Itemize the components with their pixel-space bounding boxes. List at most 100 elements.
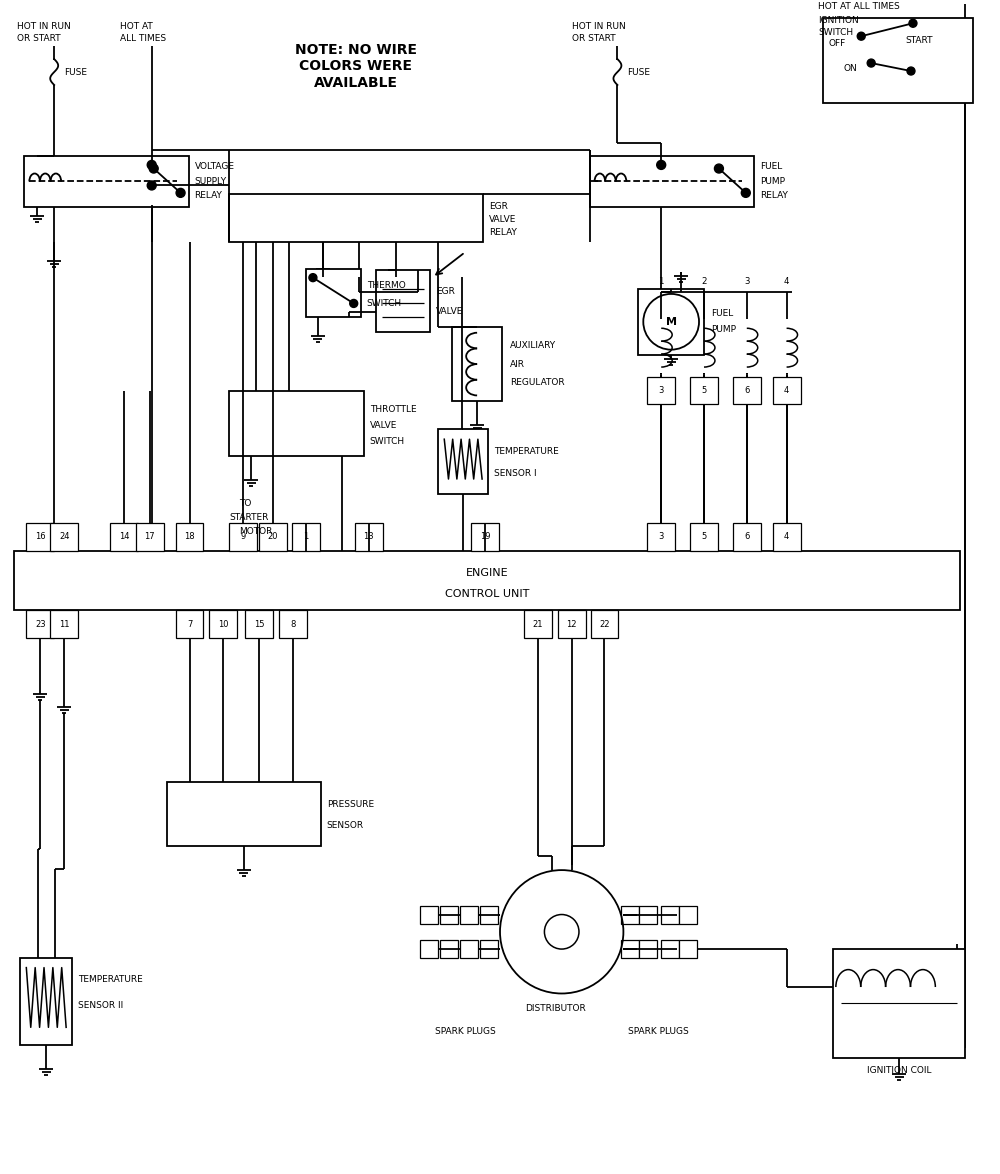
Text: HOT IN RUN: HOT IN RUN xyxy=(572,22,625,31)
Text: 12: 12 xyxy=(566,620,577,629)
Bar xyxy=(638,289,704,355)
Text: 13: 13 xyxy=(363,532,374,541)
Text: OR START: OR START xyxy=(572,34,615,42)
Bar xyxy=(558,610,586,639)
Text: VALVE: VALVE xyxy=(370,420,397,430)
Text: IGNITION: IGNITION xyxy=(818,15,859,25)
Bar xyxy=(420,906,438,924)
Text: IGNITION COIL: IGNITION COIL xyxy=(867,1066,931,1074)
Bar xyxy=(591,610,618,639)
Text: 24: 24 xyxy=(59,532,69,541)
Circle shape xyxy=(907,67,915,75)
Circle shape xyxy=(309,274,317,282)
Text: 11: 11 xyxy=(59,620,69,629)
Text: VALVE: VALVE xyxy=(489,215,516,224)
Text: SENSOR I: SENSOR I xyxy=(494,468,537,478)
Text: 2: 2 xyxy=(701,277,707,286)
Bar xyxy=(647,377,675,404)
Bar xyxy=(833,949,965,1058)
Bar xyxy=(639,906,657,924)
Text: 1: 1 xyxy=(303,532,309,541)
Bar xyxy=(471,522,499,551)
Text: HOT AT: HOT AT xyxy=(120,22,153,31)
Text: HOT AT ALL TIMES: HOT AT ALL TIMES xyxy=(818,2,900,11)
Text: PRESSURE: PRESSURE xyxy=(327,799,374,809)
Bar xyxy=(229,391,364,457)
Bar xyxy=(621,906,639,924)
Text: 6: 6 xyxy=(744,532,749,541)
Bar xyxy=(823,19,973,103)
Bar xyxy=(306,269,361,317)
Text: CONTROL UNIT: CONTROL UNIT xyxy=(445,588,529,599)
Bar xyxy=(279,610,307,639)
Text: TEMPERATURE: TEMPERATURE xyxy=(494,447,559,457)
Bar xyxy=(20,958,72,1045)
Text: 9: 9 xyxy=(241,532,246,541)
Bar xyxy=(110,522,138,551)
Text: VALVE: VALVE xyxy=(436,308,464,317)
Bar xyxy=(733,377,761,404)
Text: ALL TIMES: ALL TIMES xyxy=(120,34,166,42)
Bar xyxy=(24,156,189,208)
Bar xyxy=(245,610,273,639)
Bar xyxy=(167,782,321,846)
Bar xyxy=(292,522,320,551)
Text: DISTRIBUTOR: DISTRIBUTOR xyxy=(525,1004,585,1013)
Text: 19: 19 xyxy=(480,532,490,541)
Bar xyxy=(690,377,718,404)
Circle shape xyxy=(867,59,875,67)
Text: RELAY: RELAY xyxy=(760,191,788,201)
Circle shape xyxy=(176,188,185,197)
Text: 8: 8 xyxy=(290,620,296,629)
Bar xyxy=(229,522,257,551)
Text: VOLTAGE: VOLTAGE xyxy=(195,162,235,171)
Bar xyxy=(679,906,697,924)
Text: AUXILIARY: AUXILIARY xyxy=(510,340,556,350)
Bar xyxy=(480,906,498,924)
Text: 14: 14 xyxy=(119,532,129,541)
Text: TEMPERATURE: TEMPERATURE xyxy=(78,976,143,984)
Bar xyxy=(229,195,483,242)
Text: OFF: OFF xyxy=(828,39,846,48)
Bar xyxy=(209,610,237,639)
Bar xyxy=(176,522,203,551)
Text: 4: 4 xyxy=(784,532,789,541)
Bar xyxy=(14,551,960,610)
Bar xyxy=(50,610,78,639)
Bar xyxy=(480,939,498,958)
Text: 7: 7 xyxy=(187,620,192,629)
Bar xyxy=(420,939,438,958)
Bar xyxy=(136,522,164,551)
Text: 20: 20 xyxy=(268,532,278,541)
Text: 4: 4 xyxy=(784,386,789,394)
Text: STARTER: STARTER xyxy=(229,513,269,522)
Text: 15: 15 xyxy=(254,620,264,629)
Bar xyxy=(176,610,203,639)
Text: SWITCH: SWITCH xyxy=(818,28,854,36)
Circle shape xyxy=(149,164,158,173)
Circle shape xyxy=(147,181,156,190)
Text: EGR: EGR xyxy=(436,288,455,296)
Text: HOT IN RUN: HOT IN RUN xyxy=(17,22,71,31)
Text: 23: 23 xyxy=(35,620,46,629)
Bar xyxy=(26,610,54,639)
Bar xyxy=(661,939,679,958)
Bar xyxy=(639,939,657,958)
Text: OR START: OR START xyxy=(17,34,61,42)
Circle shape xyxy=(741,188,750,197)
Text: 4: 4 xyxy=(784,277,789,286)
Text: PUMP: PUMP xyxy=(711,325,736,335)
Text: THERMO: THERMO xyxy=(367,282,405,290)
Bar xyxy=(661,906,679,924)
Text: M: M xyxy=(666,317,677,326)
Bar xyxy=(524,610,552,639)
Text: 10: 10 xyxy=(218,620,229,629)
Circle shape xyxy=(909,19,917,27)
Text: RELAY: RELAY xyxy=(195,191,222,201)
Text: PUMP: PUMP xyxy=(760,177,785,185)
Bar xyxy=(440,939,458,958)
Bar xyxy=(460,939,478,958)
Circle shape xyxy=(857,32,865,40)
Circle shape xyxy=(714,164,723,173)
Bar xyxy=(773,522,801,551)
